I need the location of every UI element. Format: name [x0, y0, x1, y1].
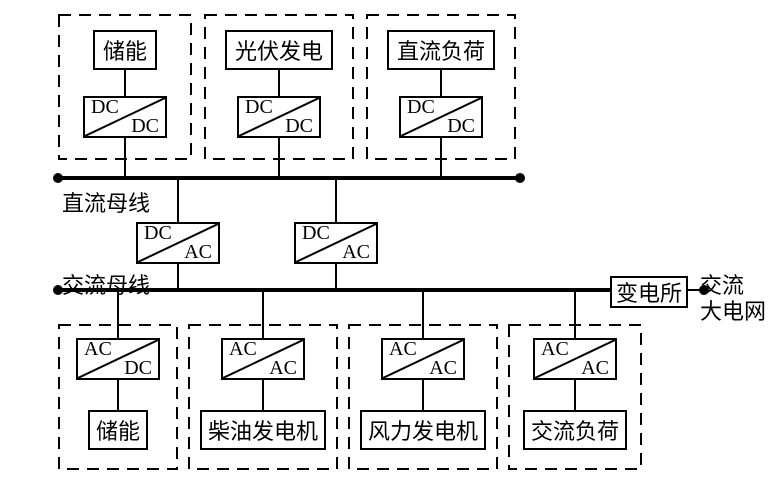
connector — [574, 290, 576, 338]
conv-top: AC — [389, 338, 417, 361]
conv-bottom: AC — [269, 357, 297, 380]
connector — [124, 70, 126, 96]
conv-top: AC — [84, 338, 112, 361]
connector — [177, 264, 179, 290]
connector — [177, 178, 179, 222]
substation-box: 变电所 — [610, 276, 688, 308]
dc-bus-left-dot — [53, 173, 63, 183]
bottom-conv-2: AC AC — [381, 338, 465, 380]
mid-conv-0: DC AC — [136, 222, 220, 264]
conv-top: DC — [302, 222, 330, 245]
connector — [262, 380, 264, 410]
bottom-group-label-1: 柴油发电机 — [200, 410, 326, 450]
connector — [574, 380, 576, 410]
conv-bottom: DC — [447, 115, 475, 138]
grid-label-2: 大电网 — [700, 294, 766, 326]
bottom-group-label-3: 交流负荷 — [523, 410, 627, 450]
connector — [440, 138, 442, 178]
connector — [422, 380, 424, 410]
top-group-label-1: 光伏发电 — [225, 30, 333, 70]
bottom-group-label-2: 风力发电机 — [360, 410, 486, 450]
connector — [335, 264, 337, 290]
dc-bus — [58, 176, 520, 180]
connector — [422, 290, 424, 338]
bottom-conv-0: AC DC — [76, 338, 160, 380]
conv-bottom: AC — [184, 241, 212, 264]
bottom-conv-3: AC AC — [533, 338, 617, 380]
dc-bus-label: 直流母线 — [62, 186, 150, 218]
connector — [278, 70, 280, 96]
conv-top: AC — [541, 338, 569, 361]
top-conv-0: DC DC — [83, 96, 167, 138]
conv-bottom: DC — [285, 115, 313, 138]
ac-bus-label: 交流母线 — [62, 268, 150, 300]
bottom-conv-1: AC AC — [221, 338, 305, 380]
conv-bottom: AC — [342, 241, 370, 264]
mid-conv-1: DC AC — [294, 222, 378, 264]
conv-top: DC — [91, 96, 119, 119]
connector — [124, 138, 126, 178]
top-conv-1: DC DC — [237, 96, 321, 138]
conv-bottom: AC — [581, 357, 609, 380]
connector — [440, 70, 442, 96]
connector — [335, 178, 337, 222]
dc-bus-right-dot — [515, 173, 525, 183]
conv-bottom: DC — [131, 115, 159, 138]
conv-bottom: DC — [124, 357, 152, 380]
connector — [262, 290, 264, 338]
top-group-label-2: 直流负荷 — [387, 30, 495, 70]
top-conv-2: DC DC — [399, 96, 483, 138]
conv-top: DC — [144, 222, 172, 245]
conv-top: DC — [407, 96, 435, 119]
bottom-group-label-0: 储能 — [88, 410, 148, 450]
connector — [117, 290, 119, 338]
conv-top: AC — [229, 338, 257, 361]
connector — [117, 380, 119, 410]
connector — [278, 138, 280, 178]
conv-top: DC — [245, 96, 273, 119]
conv-bottom: AC — [429, 357, 457, 380]
top-group-label-0: 储能 — [93, 30, 157, 70]
